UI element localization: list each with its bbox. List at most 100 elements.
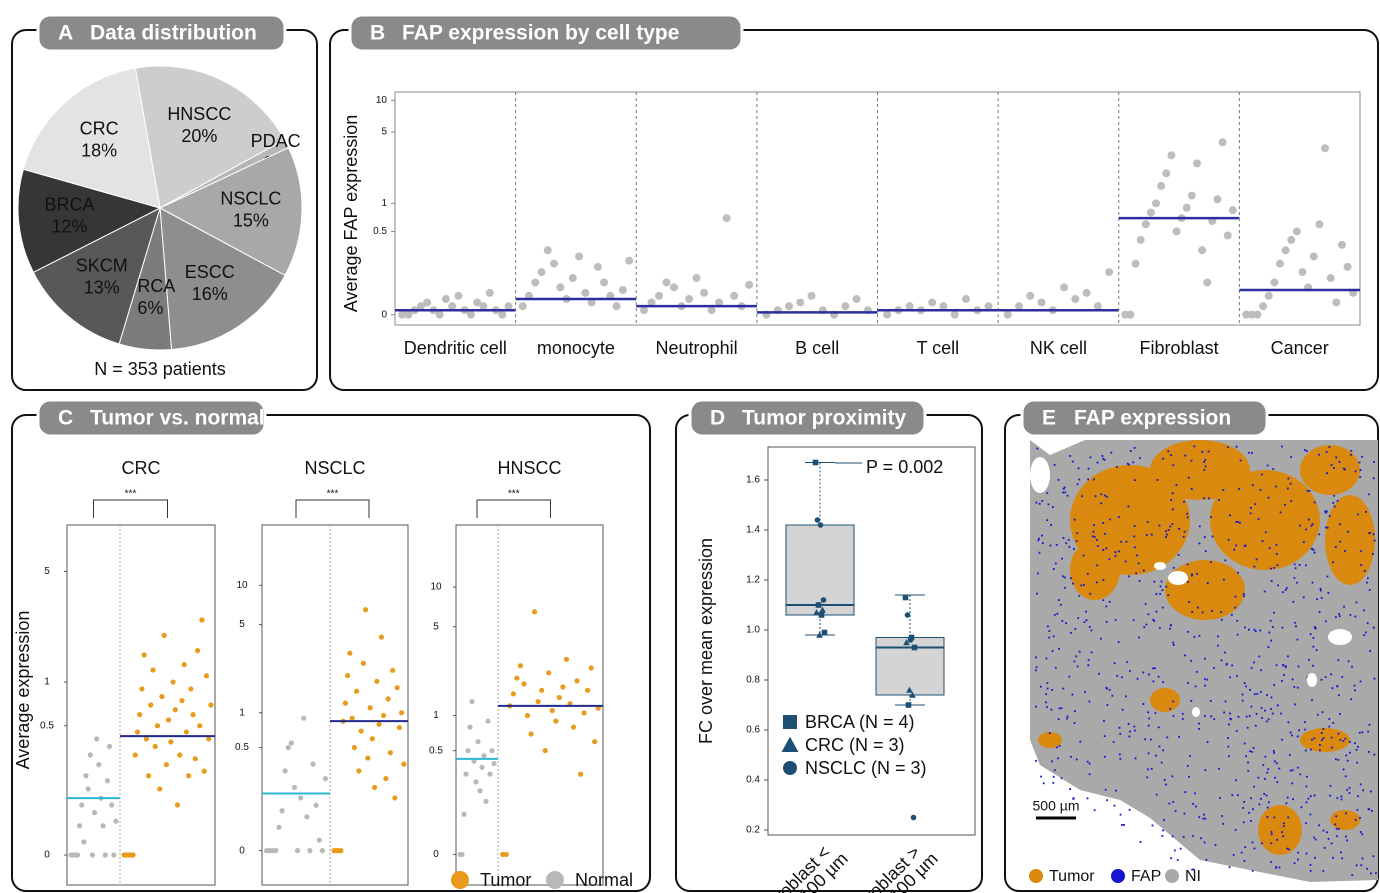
fap-signal [1178, 554, 1180, 556]
y-tick-label: 0 [381, 309, 387, 320]
fap-signal [1340, 795, 1342, 797]
point [279, 808, 284, 813]
fap-signal [1045, 701, 1047, 703]
point [1219, 138, 1227, 146]
fap-signal [1345, 775, 1347, 777]
fap-signal [1078, 595, 1080, 597]
fap-signal [1072, 694, 1074, 696]
fap-signal [1276, 664, 1278, 666]
fap-signal [1180, 848, 1182, 850]
fap-signal [1236, 620, 1238, 622]
point [193, 756, 198, 761]
fap-signal [1332, 502, 1334, 504]
fap-signal [1373, 627, 1375, 629]
fap-signal [1070, 577, 1072, 579]
fap-signal [1184, 813, 1186, 815]
hole [1030, 457, 1050, 493]
fap-signal [1228, 724, 1230, 726]
point [202, 769, 207, 774]
fap-signal [1244, 846, 1246, 848]
fap-signal [1281, 739, 1283, 741]
fap-signal [1325, 527, 1327, 529]
fap-signal [1052, 650, 1054, 652]
fap-signal [1292, 601, 1294, 603]
fap-signal [1170, 624, 1172, 626]
fap-signal [1109, 689, 1111, 691]
fap-signal [1287, 655, 1289, 657]
panel-letter: B [370, 22, 385, 45]
fap-signal [1350, 614, 1352, 616]
fap-signal [1369, 589, 1371, 591]
fap-signal [1251, 751, 1253, 753]
x-tick-label: Fibroblast [1140, 338, 1219, 358]
point [166, 717, 171, 722]
fap-signal [1165, 784, 1167, 786]
significance-label: *** [327, 489, 339, 500]
point [1282, 246, 1290, 254]
fap-signal [1076, 759, 1078, 761]
fap-signal [1294, 563, 1296, 565]
fap-signal [1064, 491, 1066, 493]
fap-signal [1102, 599, 1104, 601]
y-tick-label: 5 [44, 566, 50, 577]
fap-signal [1151, 534, 1153, 536]
y-tick-label: 5 [239, 619, 245, 630]
fap-signal [1091, 630, 1093, 632]
panel-title: Tumor vs. normal [90, 407, 265, 430]
fap-signal [1258, 803, 1260, 805]
fap-signal [1316, 598, 1318, 600]
fap-signal [1298, 729, 1300, 731]
fap-signal [1359, 817, 1361, 819]
annotation: P = 0.002 [866, 457, 943, 477]
fap-signal [1244, 860, 1246, 862]
fap-signal [1125, 695, 1127, 697]
fap-signal [1276, 762, 1278, 764]
fap-signal [1290, 500, 1292, 502]
fap-signal [1093, 531, 1095, 533]
fap-signal [1354, 742, 1356, 744]
fap-signal [1222, 489, 1224, 491]
fap-signal [1336, 797, 1338, 799]
fap-signal [1198, 723, 1200, 725]
point [459, 852, 464, 857]
fap-signal [1283, 822, 1285, 824]
fap-signal [1072, 461, 1074, 463]
fap-signal [1086, 619, 1088, 621]
fap-signal [1321, 597, 1323, 599]
fap-signal [1048, 503, 1050, 505]
point [157, 786, 162, 791]
point [504, 852, 509, 857]
fap-signal [1271, 831, 1273, 833]
fap-signal [1192, 835, 1194, 837]
fap-signal [1089, 763, 1091, 765]
fap-signal [1077, 666, 1079, 668]
fap-signal [1069, 788, 1071, 790]
hole [1307, 673, 1317, 687]
point [188, 686, 193, 691]
fap-signal [1067, 716, 1069, 718]
point [347, 651, 352, 656]
subplot-title: HNSCC [497, 458, 561, 478]
fap-signal [1188, 601, 1190, 603]
fap-signal [1294, 703, 1296, 705]
fap-signal [1331, 464, 1333, 466]
fap-signal [1260, 798, 1262, 800]
fap-signal [1187, 581, 1189, 583]
fap-signal [1201, 451, 1203, 453]
fap-signal [1200, 837, 1202, 839]
y-tick-label: 1.6 [746, 475, 760, 486]
fap-signal [1140, 841, 1142, 843]
fap-signal [1037, 573, 1039, 575]
fap-signal [1037, 540, 1039, 542]
panel-letter: E [1042, 407, 1056, 430]
point [538, 268, 546, 276]
point [88, 752, 93, 757]
point [177, 752, 182, 757]
fap-signal [1361, 456, 1363, 458]
fap-signal [1162, 589, 1164, 591]
point [350, 716, 355, 721]
fap-signal [1136, 554, 1138, 556]
fap-signal [1184, 531, 1186, 533]
slice-label: CRC [80, 118, 119, 138]
fap-signal [1058, 718, 1060, 720]
